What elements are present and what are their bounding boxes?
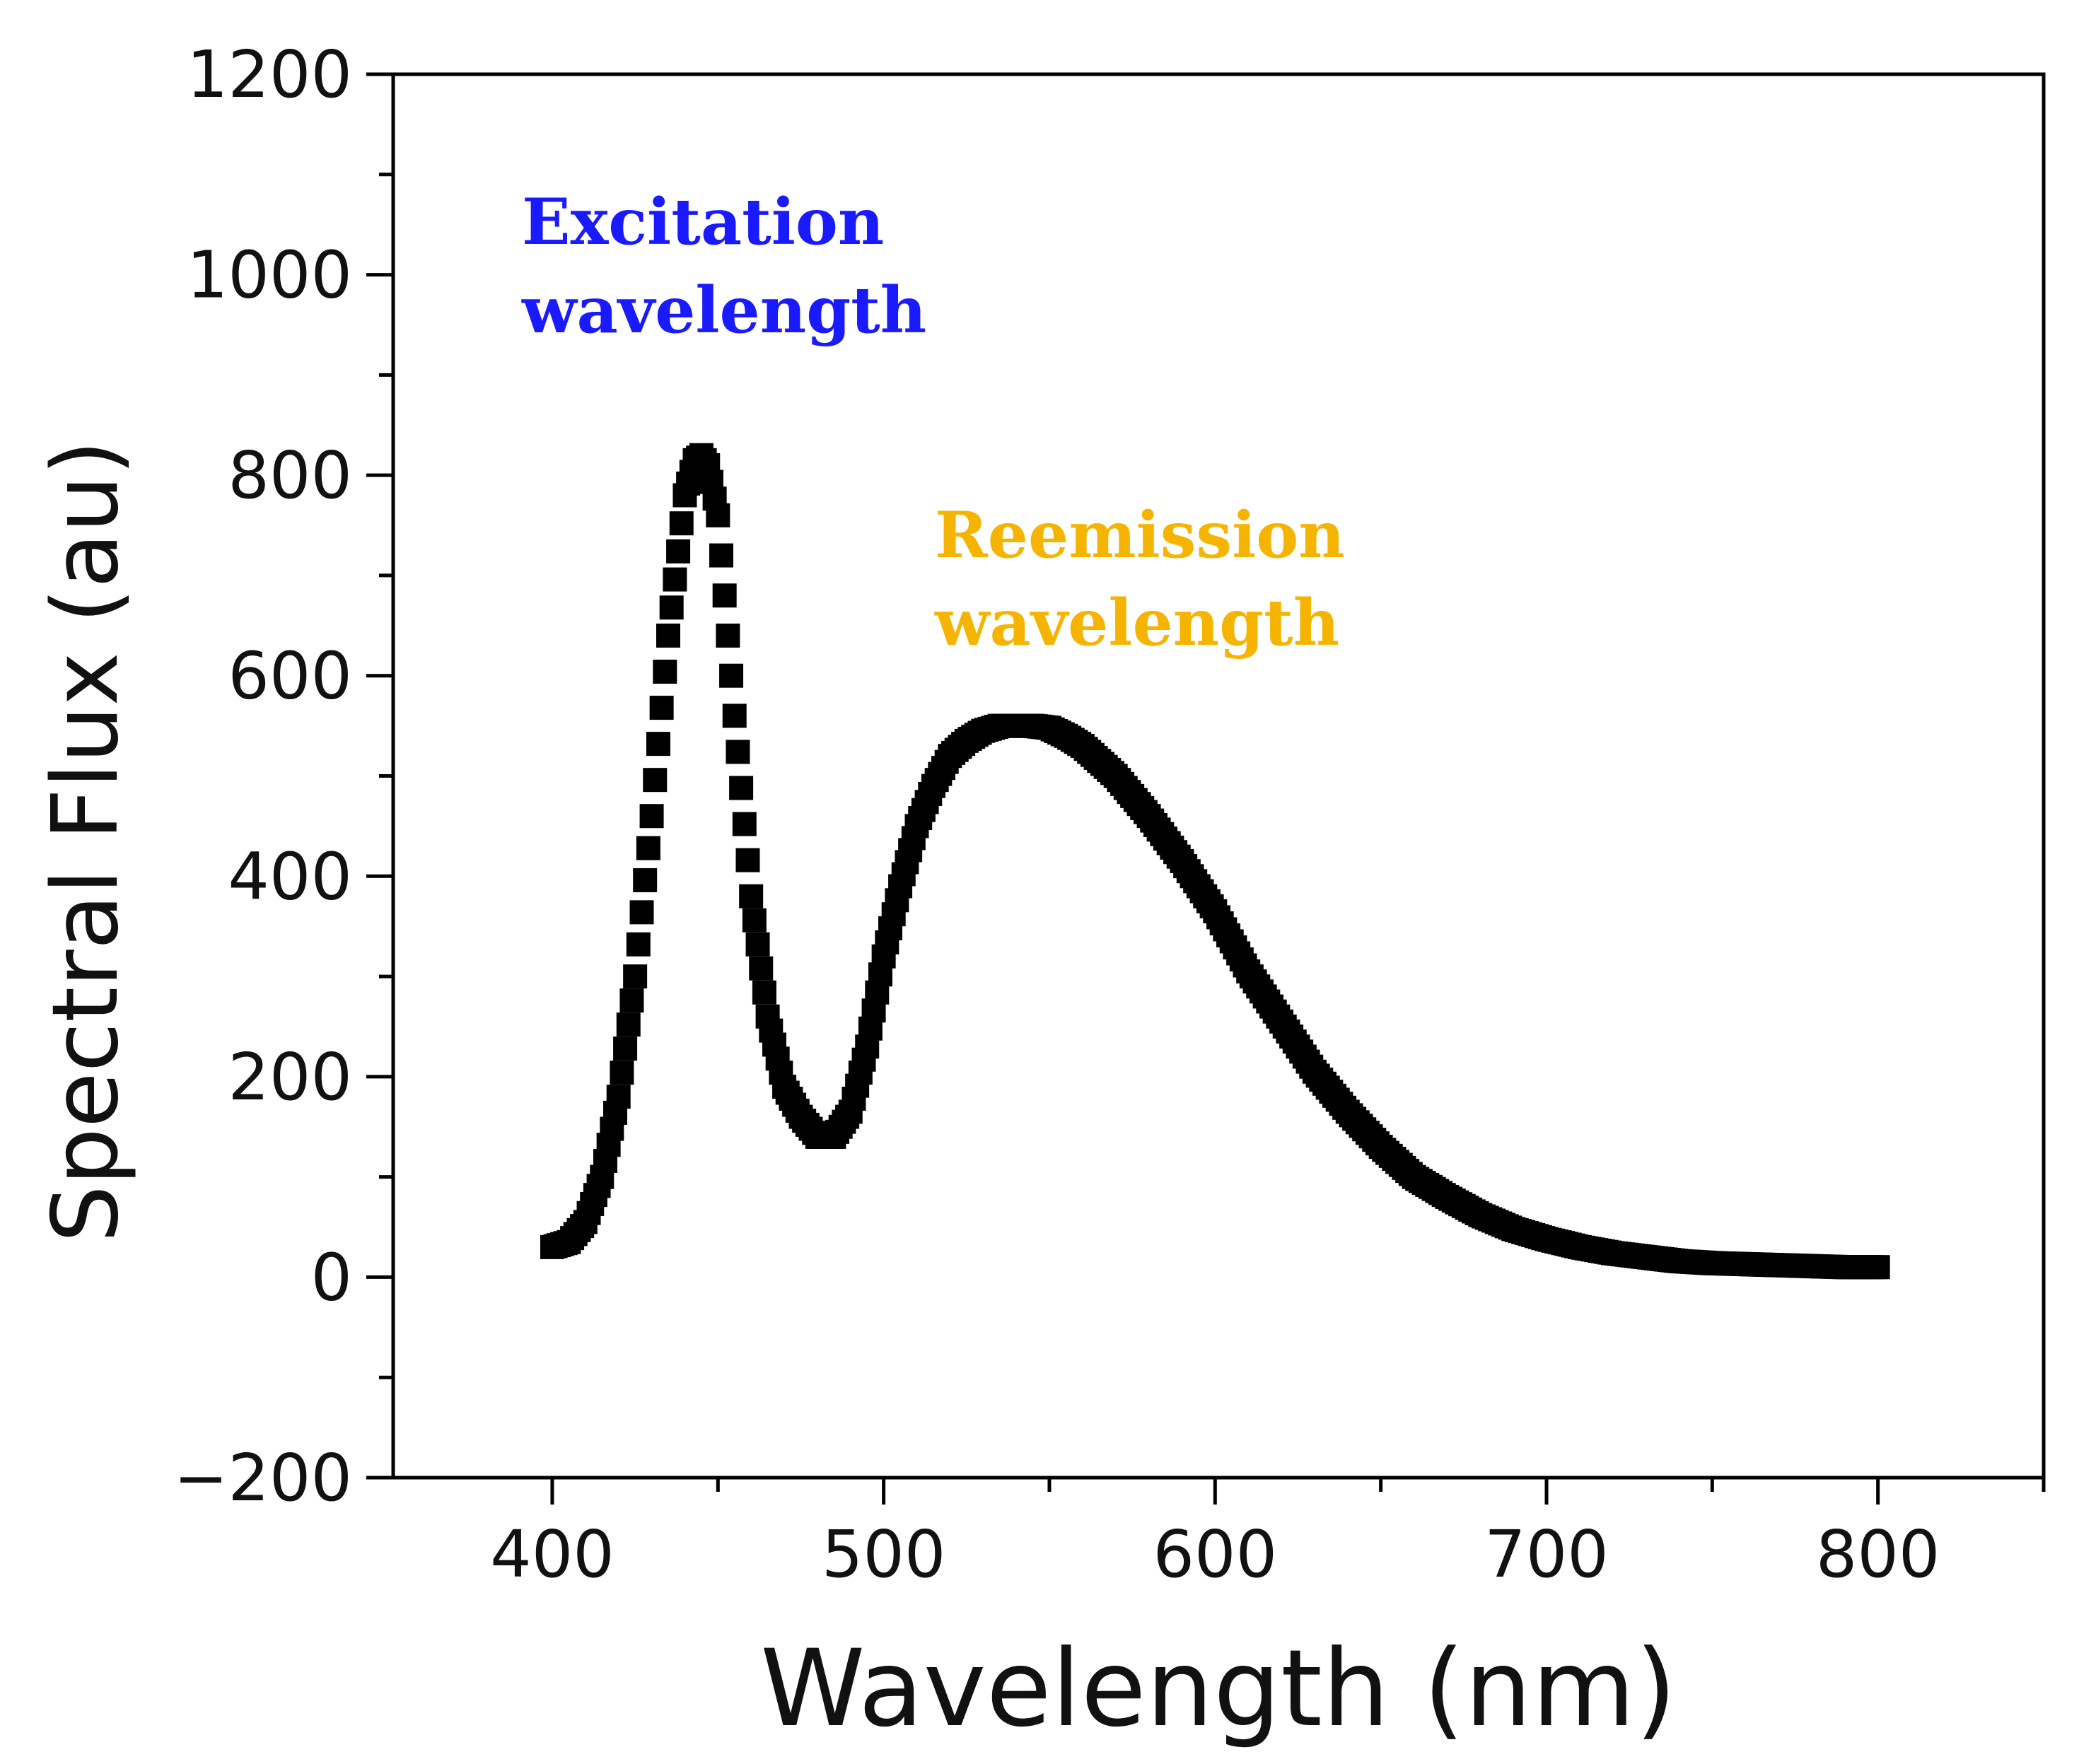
data-point [729, 776, 754, 800]
data-point [732, 812, 757, 836]
x-axis-tick-labels: 400 500 600 700 800 [490, 1517, 1940, 1592]
data-point [666, 539, 691, 563]
data-point [663, 567, 687, 592]
y-tick-label: 1200 [187, 37, 352, 112]
data-point [669, 511, 694, 536]
data-point [735, 848, 760, 872]
data-point [745, 932, 770, 957]
data-point [629, 900, 654, 925]
data-point [643, 768, 668, 793]
y-tick-label: −200 [173, 1440, 352, 1516]
x-axis-ticks [550, 1478, 2046, 1505]
data-point [606, 1085, 631, 1109]
reemission-annotation-line2: wavelength [934, 585, 1339, 660]
data-point [1865, 1255, 1890, 1280]
reemission-annotation-line1: Reemission [935, 498, 1345, 573]
data-point [639, 804, 664, 829]
y-axis-ticks [366, 72, 393, 1480]
y-tick-label: 600 [228, 638, 352, 714]
data-point [636, 836, 660, 860]
y-tick-label: 0 [310, 1239, 352, 1315]
data-point [739, 884, 764, 909]
data-point [633, 868, 658, 892]
excitation-annotation-line2: wavelength [521, 273, 926, 348]
data-point [709, 543, 733, 568]
data-point [656, 624, 680, 648]
x-tick-label: 700 [1484, 1517, 1609, 1592]
x-axis-title: Wavelength (nm) [760, 1628, 1677, 1751]
data-point [719, 663, 744, 688]
x-tick-label: 800 [1816, 1517, 1940, 1592]
x-tick-label: 400 [490, 1517, 615, 1592]
y-tick-label: 400 [228, 839, 352, 914]
data-point [646, 732, 670, 757]
y-tick-label: 1000 [187, 238, 352, 313]
data-point [649, 696, 674, 720]
data-point [749, 956, 774, 981]
data-markers [540, 443, 1890, 1280]
data-point [616, 1012, 641, 1037]
data-point [623, 964, 648, 989]
data-point [706, 503, 730, 527]
data-point [613, 1036, 638, 1061]
data-point [653, 660, 677, 684]
data-point [619, 988, 644, 1013]
data-point [726, 740, 750, 764]
excitation-annotation-line1: Excitation [522, 185, 884, 259]
y-tick-label: 200 [228, 1039, 352, 1115]
data-point [716, 624, 740, 648]
data-point [610, 1061, 634, 1085]
y-tick-label: 800 [228, 438, 352, 513]
x-tick-label: 600 [1153, 1517, 1278, 1592]
data-point [742, 908, 767, 933]
x-tick-label: 500 [822, 1517, 946, 1592]
data-point [712, 583, 737, 608]
data-point [722, 703, 747, 728]
y-axis-tick-labels: −200 0 200 400 600 800 1000 1200 [173, 37, 352, 1516]
data-point [626, 932, 651, 957]
data-point [659, 595, 684, 620]
y-axis-title: Spectral Flux (au) [33, 440, 139, 1242]
data-point [752, 980, 776, 1005]
